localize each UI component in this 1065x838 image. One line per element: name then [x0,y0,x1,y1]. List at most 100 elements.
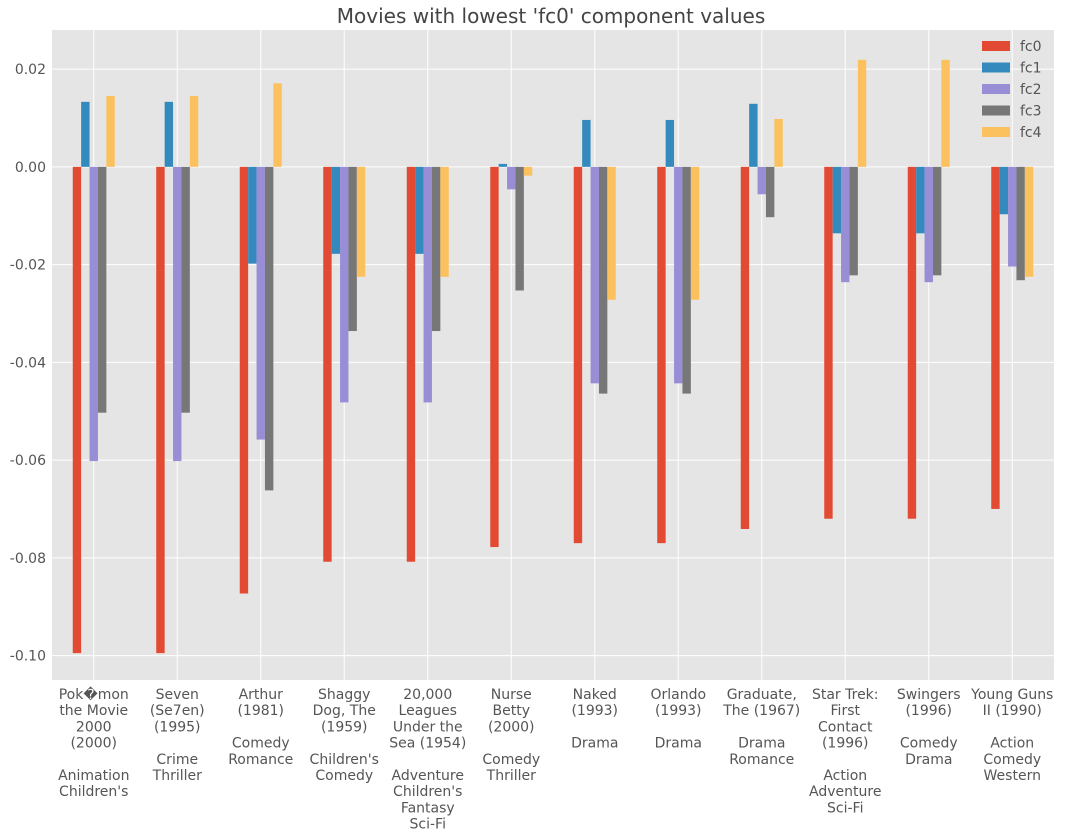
legend-swatch-fc2 [982,84,1010,94]
bar-fc1 [582,119,591,167]
x-tick-label-line [175,736,179,752]
legend-label-fc3: fc3 [1020,104,1042,120]
x-tick-label-line: (1993) [571,703,618,719]
x-tick-label: Nurse Betty (2000) Comedy Thriller [482,687,540,784]
x-tick-label-line: Thriller [152,768,202,784]
x-tick-label-line: the Movie [59,703,128,719]
legend-swatch-fc4 [982,127,1010,137]
bar-fc0 [991,166,1000,509]
x-tick-label-line [927,719,931,735]
x-tick-label: Orlando (1993) Drama [650,687,706,752]
legend-label-fc0: fc0 [1020,39,1042,55]
legend-swatch-fc1 [982,62,1010,73]
x-tick-label-line: (2000) [488,719,535,735]
x-tick-label-line: Romance [729,752,794,768]
x-tick-label: Swingers (1996) Comedy Drama [897,687,961,768]
x-tick-label: Young Guns II (1990) Action Comedy Western [970,687,1053,784]
x-tick-label: Graduate, The (1967) Drama Romance [722,687,800,768]
bar-fc3 [264,166,274,491]
x-tick-label-line: Adventure [809,784,881,800]
y-gridlines [52,68,1054,657]
bar-fc2 [924,166,933,283]
y-tick-label: -0.02 [10,258,46,274]
chart-title: Movies with lowest 'fc0' component value… [337,4,766,28]
x-tick-label: 20,000 Leagues Under the Sea (1954) Adventu… [389,687,466,833]
x-tick-label-line [509,736,513,752]
x-tick-label: Pok�mon the Movie 2000 (2000) Animation Chil… [58,686,129,800]
bar-fc0 [406,166,416,562]
bar-fc4 [356,166,366,277]
bar-fc4 [774,118,783,167]
bar-fc1 [665,119,675,167]
x-tick-label-line: Contact [818,719,873,735]
x-tick-label-line: (2000) [70,736,117,752]
x-tick-label-line: Animation [58,768,129,784]
x-tick-label-line [593,719,597,735]
x-tick-label-line: Nurse [491,687,532,703]
x-tick-label-line: Seven [156,687,199,703]
x-tick-label-line: Children's [393,784,462,800]
x-tick-label-line [843,752,847,768]
x-tick-label-line: Arthur [239,687,284,703]
x-tick-label-line: (1995) [154,719,201,735]
x-tick-label-line: The (1967) [722,703,800,719]
x-tick-label-line: II (1990) [983,703,1042,719]
bar-fc2 [507,166,516,190]
bar-fc0 [740,166,750,529]
bar-fc2 [423,166,432,403]
x-tick-label-line: Sci-Fi [827,800,863,816]
bar-fc4 [941,59,950,167]
x-tick-label-line [92,752,96,768]
x-tick-label-line: Comedy [232,736,290,752]
x-tick-label-line: Comedy [983,752,1041,768]
x-tick-label-line: Drama [655,736,702,752]
x-tick-label-line: Drama [571,736,618,752]
x-tick-label-line: Thriller [486,768,536,784]
x-tick-label-line: Under the [393,719,463,735]
x-tick-label: Star Trek: First Contact (1996) Action Adven… [809,687,881,816]
bar-fc2 [340,166,349,403]
x-tick-label-line: (1996) [905,703,952,719]
x-tick-label-line: Graduate, [727,687,797,703]
x-tick-label-line [342,736,346,752]
x-tick-label: Shaggy Dog, The (1959) Children's Comedy [310,687,379,784]
bar-fc3 [431,166,441,332]
bar-fc4 [106,95,115,167]
bar-fc2 [674,166,683,384]
x-tick-label-line: Fantasy [401,800,455,816]
bar-fc0 [156,166,165,654]
x-tick-label-line: Sea (1954) [389,736,466,752]
legend: fc0 fc1 fc2 fc3 fc4 [982,39,1042,141]
x-tick-label-line: Shaggy [318,687,370,703]
bar-fc1 [498,163,508,167]
bar-fc4 [857,59,867,167]
bar-fc3 [932,166,942,276]
y-tick-label: -0.04 [10,355,46,371]
bar-fc1 [999,166,1009,215]
y-tick-labels: 0.02 0.00 -0.02 -0.04 -0.06 -0.08 -0.10 [10,62,46,664]
bar-fc1 [81,101,90,167]
x-tick-label-line [426,752,430,768]
x-tick-label-line: (1996) [822,736,869,752]
x-tick-label-line: Leagues [399,703,457,719]
x-tick-label-line: 2000 [76,719,112,735]
bar-fc2 [89,166,98,462]
x-tick-label-line: Action [823,768,867,784]
x-tick-label-line: Dog, The [313,703,376,719]
x-tick-label-line: (1993) [655,703,702,719]
bar-fc1 [248,166,257,264]
bar-fc1 [749,103,758,167]
bar-fc2 [757,166,766,195]
bar-fc2 [590,166,599,384]
x-tick-label-line: 20,000 [403,687,452,703]
bar-fc0 [907,166,917,519]
bar-fc4 [607,166,616,300]
bar-fc3 [682,166,691,394]
bar-fc3 [97,166,107,413]
bar-fc0 [72,166,82,654]
bar-fc0 [824,166,833,519]
bar-fc3 [765,166,775,218]
y-tick-label: 0.02 [15,62,46,78]
x-tick-label-line: Betty [493,703,530,719]
x-tick-label-line: First [831,703,861,719]
